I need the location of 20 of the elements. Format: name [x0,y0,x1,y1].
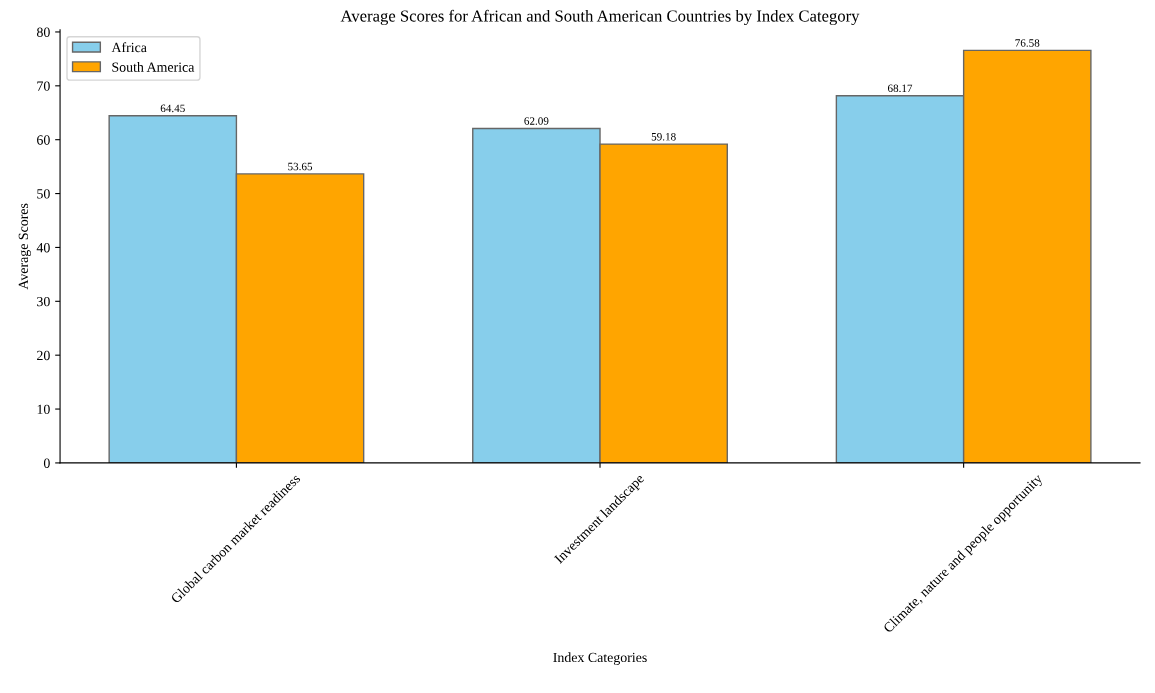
y-tick-label: 10 [37,404,50,415]
data-label: 64.45 [160,104,185,113]
y-tick-label: 0 [43,458,50,468]
data-label: 62.09 [524,117,549,125]
y-tick-label: 70 [37,81,50,91]
x-axis-title: Index Categories [553,652,647,665]
y-axis-title: Average Scores [18,203,31,290]
data-label: 68.17 [887,84,913,93]
chart-title: Average Scores for African and South American Countries by Index Category [340,9,860,26]
data-label: 59.18 [651,132,676,141]
y-tick-label: 50 [37,189,50,199]
y-tick-label: 20 [37,350,50,361]
data-label: 53.65 [288,162,313,171]
y-tick-label: 80 [36,27,50,37]
y-tick-label: 30 [37,296,50,307]
y-tick-label: 40 [36,243,50,253]
legend-label: South America [112,62,195,72]
legend-label: Africa [111,42,147,53]
y-tick-label: 60 [37,135,50,145]
data-label: 76.58 [1015,39,1040,47]
